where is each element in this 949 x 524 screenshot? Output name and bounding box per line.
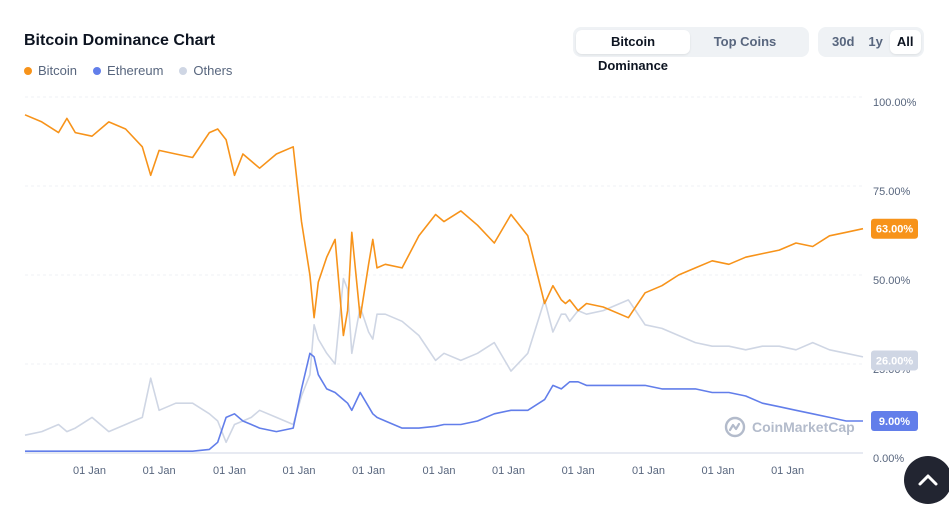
legend-label-bitcoin: Bitcoin [38, 63, 78, 78]
badge-background [871, 218, 918, 239]
x-tick-label: 01 Jan [283, 465, 316, 477]
series-line-bitcoin [24, 114, 864, 337]
badge-background [871, 350, 918, 371]
badge-label: 26.00% [876, 355, 914, 367]
current-value-badge-ethereum: 9.00% [871, 410, 918, 431]
x-tick-label: 01 Jan [492, 465, 525, 477]
legend-item-others[interactable]: Others [179, 63, 232, 78]
x-tick-label: 01 Jan [632, 465, 665, 477]
badge-label: 9.00% [879, 416, 910, 428]
ethereum-dot-icon [93, 66, 102, 75]
legend-item-ethereum[interactable]: Ethereum [93, 63, 163, 78]
chart-grid [25, 96, 863, 454]
y-tick-label: 0.00% [873, 453, 904, 465]
current-value-badge-bitcoin: 63.00% [871, 218, 918, 239]
x-axis: 01 Jan 01 Jan 01 Jan 01 Jan 01 Jan 01 Jan 01 J… [73, 465, 804, 477]
x-tick-label: 01 Jan [143, 465, 176, 477]
y-axis: 100.00%75.00%50.00%25.00%0.00% [873, 97, 917, 465]
current-value-badges: 63.00% 26.00% 9.00% [871, 218, 918, 431]
x-tick-label: 01 Jan [422, 465, 455, 477]
y-tick-label: 100.00% [873, 97, 917, 109]
series-line-others [24, 277, 864, 444]
chart-legend: Bitcoin Ethereum Others [24, 63, 232, 78]
legend-item-bitcoin[interactable]: Bitcoin [24, 63, 77, 78]
tab-top-coins[interactable]: Top Coins [713, 34, 777, 49]
bitcoin-dot-icon [24, 66, 32, 75]
coinmarketcap-watermark: CoinMarketCap [724, 416, 855, 438]
x-tick-label: 01 Jan [213, 465, 246, 477]
x-tick-label: 01 Jan [352, 465, 385, 477]
x-tick-label: 01 Jan [73, 465, 106, 477]
range-all-button[interactable]: All [889, 30, 921, 54]
x-tick-label: 01 Jan [562, 465, 595, 477]
current-value-badge-others: 26.00% [871, 350, 918, 371]
scroll-to-top-button[interactable] [904, 456, 949, 504]
page-title: Bitcoin Dominance Chart [24, 32, 216, 49]
others-dot-icon [179, 66, 188, 75]
legend-label-others: Others [193, 63, 233, 78]
range-1y-button[interactable]: 1y [868, 34, 883, 49]
badge-label: 63.00% [876, 224, 914, 236]
time-range-toggle: 30d 1y All [818, 27, 924, 57]
range-30d-button[interactable]: 30d [832, 34, 855, 49]
watermark-label: CoinMarketCap [752, 419, 855, 435]
badge-background [871, 410, 918, 431]
legend-label-ethereum: Ethereum [107, 63, 164, 78]
tab-bitcoin-dominance[interactable]: Bitcoin Dominance [576, 30, 690, 73]
coinmarketcap-logo-icon [724, 416, 746, 438]
x-tick-label: 01 Jan [702, 465, 735, 477]
chart-type-toggle: Bitcoin Dominance Top Coins [573, 27, 809, 73]
x-tick-label: 01 Jan [771, 465, 804, 477]
y-tick-label: 50.00% [873, 275, 911, 287]
y-tick-label: 75.00% [873, 186, 911, 198]
series-line-ethereum [25, 352, 863, 453]
chevron-up-icon [918, 474, 938, 486]
chart-lines [24, 114, 864, 453]
